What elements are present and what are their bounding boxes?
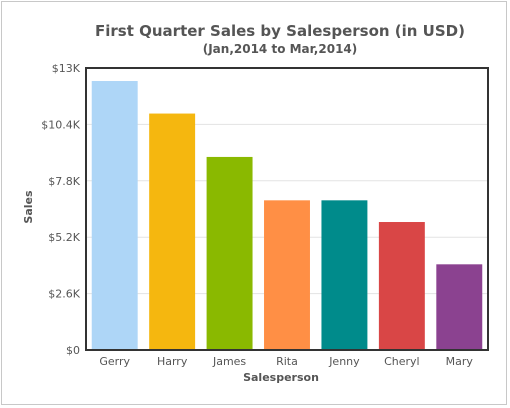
x-tick-label: Rita — [276, 355, 298, 368]
y-tick-label: $10.4K — [41, 118, 80, 131]
y-tick-label: $7.8K — [48, 175, 80, 188]
y-tick-label: $13K — [52, 62, 81, 75]
x-tick-label: James — [212, 355, 246, 368]
x-tick-label: Mary — [446, 355, 474, 368]
y-tick-label: $2.6K — [48, 288, 80, 301]
x-tick-label: Gerry — [99, 355, 130, 368]
bar-chart: First Quarter Sales by Salesperson (in U… — [22, 22, 489, 384]
x-axis-title: Salesperson — [243, 371, 319, 384]
bar-harry[interactable] — [149, 113, 196, 350]
bar-rita[interactable] — [264, 200, 310, 350]
y-axis-ticks: $0 $2.6K $5.2K $7.8K $10.4K $13K — [41, 62, 80, 357]
x-tick-label: Harry — [157, 355, 188, 368]
bars — [91, 81, 483, 350]
x-axis-ticks: Gerry Harry James Rita Jenny Cheryl Mary — [99, 355, 473, 368]
y-tick-label: $0 — [66, 344, 80, 357]
chart-subtitle: (Jan,2014 to Mar,2014) — [203, 42, 358, 56]
y-tick-label: $5.2K — [48, 231, 80, 244]
y-axis-title: Sales — [22, 190, 35, 224]
bar-gerry[interactable] — [91, 81, 138, 350]
bar-jenny[interactable] — [321, 200, 368, 350]
x-tick-label: Cheryl — [384, 355, 420, 368]
x-tick-label: Jenny — [328, 355, 360, 368]
bar-mary[interactable] — [436, 264, 483, 350]
bar-cheryl[interactable] — [378, 222, 425, 350]
chart-title: First Quarter Sales by Salesperson (in U… — [95, 22, 465, 40]
bar-james[interactable] — [206, 156, 253, 350]
plot-border — [85, 67, 489, 351]
